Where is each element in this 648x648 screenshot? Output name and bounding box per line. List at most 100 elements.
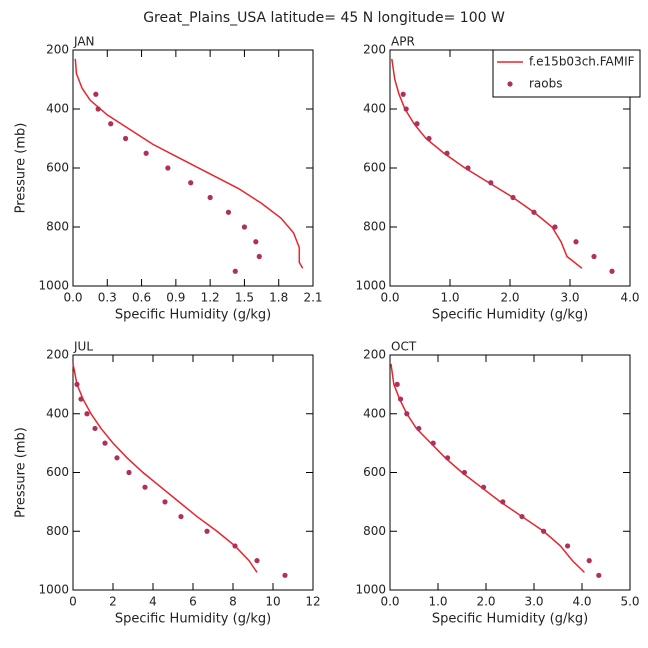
panel-title: JUL xyxy=(73,340,93,354)
obs-point xyxy=(510,194,516,201)
x-axis-label: Specific Humidity (g/kg) xyxy=(115,308,271,323)
obs-point xyxy=(552,224,558,230)
obs-point xyxy=(95,106,101,112)
obs-point xyxy=(256,253,262,260)
obs-point xyxy=(461,469,467,476)
x-tick-label: 5.0 xyxy=(620,595,639,609)
x-tick-label: 6 xyxy=(189,595,197,609)
obs-point xyxy=(84,411,90,417)
obs-point xyxy=(162,499,168,505)
obs-point xyxy=(403,106,409,112)
legend-box xyxy=(492,49,641,98)
panel-title: OCT xyxy=(391,340,417,354)
y-tick-label: 600 xyxy=(46,465,69,479)
obs-point xyxy=(241,224,248,230)
obs-point xyxy=(142,484,148,490)
x-axis-label: Specific Humidity (g/kg) xyxy=(432,612,588,627)
obs-point xyxy=(500,499,506,505)
x-tick-label: 0.9 xyxy=(166,291,185,305)
obs-point xyxy=(143,150,149,156)
obs-point xyxy=(74,381,80,387)
x-axis-label: Specific Humidity (g/kg) xyxy=(432,308,588,323)
x-tick-label: 0.3 xyxy=(98,291,117,305)
obs-point xyxy=(225,209,232,215)
obs-point xyxy=(465,165,471,171)
obs-point xyxy=(445,455,451,461)
figure-title: Great_Plains_USA latitude= 45 N longitud… xyxy=(143,10,505,26)
obs-point xyxy=(488,180,494,186)
y-tick-label: 400 xyxy=(46,406,69,420)
x-tick-label: 0.0 xyxy=(63,291,82,305)
x-tick-label: 1.8 xyxy=(269,291,288,305)
x-tick-label: 0.0 xyxy=(380,291,399,305)
obs-point xyxy=(586,558,592,564)
obs-point xyxy=(414,121,420,127)
obs-point xyxy=(541,528,547,534)
obs-point xyxy=(444,150,450,156)
x-tick-label: 0.6 xyxy=(132,291,151,305)
obs-point xyxy=(114,455,120,461)
y-tick-label: 400 xyxy=(46,102,69,116)
y-tick-label: 200 xyxy=(46,43,69,57)
obs-point xyxy=(400,91,406,97)
y-tick-label: 200 xyxy=(46,348,69,362)
obs-point xyxy=(188,180,194,186)
y-tick-label: 1000 xyxy=(38,279,69,293)
y-tick-label: 200 xyxy=(363,43,386,57)
y-axis-label: Pressure (mb) xyxy=(14,123,29,214)
x-tick-label: 1.2 xyxy=(201,291,220,305)
obs-point xyxy=(254,558,260,564)
obs-point xyxy=(596,572,602,578)
y-tick-label: 400 xyxy=(363,406,386,420)
obs-point xyxy=(565,543,571,549)
x-tick-label: 1.0 xyxy=(428,595,447,609)
legend-label: raobs xyxy=(529,77,563,91)
obs-point xyxy=(253,239,259,245)
legend-label: f.e15b03ch.FAMIF xyxy=(529,55,635,69)
obs-point xyxy=(573,239,579,245)
obs-point xyxy=(92,425,98,432)
x-tick-label: 12 xyxy=(305,595,320,609)
profile-line xyxy=(391,58,583,269)
obs-point xyxy=(531,209,537,215)
x-tick-label: 3.0 xyxy=(524,595,543,609)
obs-point xyxy=(93,91,99,97)
x-tick-label: 2 xyxy=(109,595,117,609)
y-tick-label: 600 xyxy=(363,465,386,479)
obs-point xyxy=(430,440,436,446)
obs-point xyxy=(204,528,210,534)
obs-point xyxy=(394,381,400,387)
y-tick-label: 200 xyxy=(363,348,386,362)
obs-point xyxy=(416,425,422,432)
x-tick-label: 4 xyxy=(149,595,157,609)
obs-point xyxy=(108,121,114,127)
obs-point xyxy=(165,165,171,171)
obs-point xyxy=(126,469,132,476)
y-tick-label: 800 xyxy=(363,524,386,538)
y-tick-label: 800 xyxy=(46,220,69,234)
obs-point xyxy=(591,253,597,260)
x-tick-label: 2.0 xyxy=(476,595,495,609)
profile-line xyxy=(74,58,304,269)
x-tick-label: 0 xyxy=(69,595,77,609)
x-tick-label: 4.0 xyxy=(572,595,591,609)
x-tick-label: 3.0 xyxy=(560,291,579,305)
obs-point xyxy=(426,135,432,142)
x-tick-label: 4.0 xyxy=(620,291,639,305)
y-tick-label: 1000 xyxy=(355,279,386,293)
obs-point xyxy=(404,411,410,417)
x-axis-label: Specific Humidity (g/kg) xyxy=(115,612,271,627)
x-tick-label: 0.0 xyxy=(380,595,399,609)
y-tick-label: 600 xyxy=(46,161,69,175)
obs-point xyxy=(178,513,184,520)
obs-point xyxy=(282,572,288,578)
obs-point xyxy=(102,440,108,446)
obs-point xyxy=(207,194,213,201)
obs-point xyxy=(609,268,615,274)
obs-point xyxy=(481,484,487,490)
